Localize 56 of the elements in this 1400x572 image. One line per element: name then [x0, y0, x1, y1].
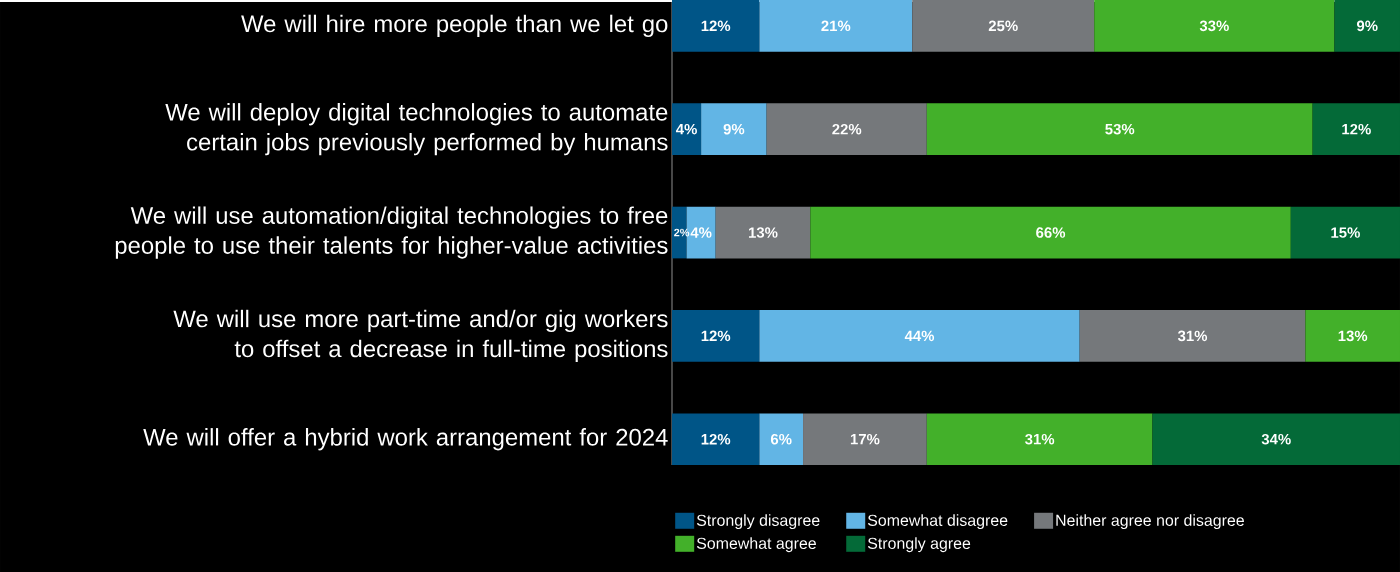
data-label: 17% — [850, 433, 880, 445]
legend-label: Neither agree nor disagree — [1056, 514, 1244, 530]
bar — [912, 0, 1095, 52]
legend-label: Somewhat agree — [696, 537, 816, 553]
data-label: 4% — [690, 227, 712, 238]
bar — [672, 310, 760, 362]
data-label: 13% — [1338, 330, 1368, 342]
bar — [759, 0, 913, 52]
data-label: 12% — [701, 330, 731, 342]
data-label: 9% — [1356, 20, 1378, 32]
bar — [803, 413, 927, 466]
bar — [1290, 206, 1400, 259]
bar — [672, 0, 760, 52]
data-label: 12% — [1342, 123, 1371, 135]
data-label: 12% — [701, 20, 731, 32]
bar — [759, 310, 1080, 362]
data-label: 66% — [1036, 227, 1066, 238]
data-label: 2% — [674, 228, 690, 237]
bar — [715, 206, 811, 259]
bar — [1152, 413, 1400, 466]
y-tick-label: We will deploy digital technologies to automate certain jobs previously performed by humans — [165, 103, 668, 156]
data-label: 22% — [832, 123, 862, 135]
legend-label: Somewhat disagree — [867, 514, 1008, 530]
data-label: 9% — [723, 123, 745, 135]
legend-label: Strongly disagree — [696, 514, 820, 530]
data-label: 31% — [1177, 330, 1208, 342]
data-label: 34% — [1261, 433, 1291, 445]
bar — [1312, 103, 1400, 155]
y-tick-label: We will use automation/digital technologies to free people to use their talents for higher-value activities — [115, 206, 668, 259]
data-label: 6% — [770, 433, 792, 445]
bar — [672, 103, 702, 155]
data-label: 33% — [1199, 20, 1229, 32]
bar — [759, 413, 804, 466]
bar — [766, 103, 927, 155]
bar — [701, 103, 767, 155]
data-label: 15% — [1331, 227, 1360, 238]
bar — [1079, 310, 1306, 362]
y-tick-label: We will hire more people than we let go — [241, 14, 668, 37]
y-tick-label: We will use more part-time and/or gig workers to offset a decrease in full-time positions — [173, 309, 668, 362]
bar — [1094, 0, 1335, 52]
data-label: 4% — [675, 123, 697, 135]
data-label: 13% — [748, 227, 778, 238]
data-label: 21% — [821, 20, 851, 32]
bar — [1305, 310, 1400, 362]
data-label: 12% — [701, 433, 731, 445]
data-label: 53% — [1105, 123, 1135, 135]
bar — [1334, 0, 1400, 52]
data-label: 44% — [904, 330, 935, 342]
bar — [926, 413, 1153, 466]
legend-label: Strongly agree — [867, 537, 971, 553]
data-label: 25% — [988, 20, 1018, 32]
bar — [926, 103, 1313, 155]
y-tick-label: We will offer a hybrid work arrangement for 2024 — [143, 428, 668, 451]
data-label: 31% — [1025, 433, 1055, 445]
bar — [810, 206, 1291, 259]
bar — [672, 413, 760, 466]
